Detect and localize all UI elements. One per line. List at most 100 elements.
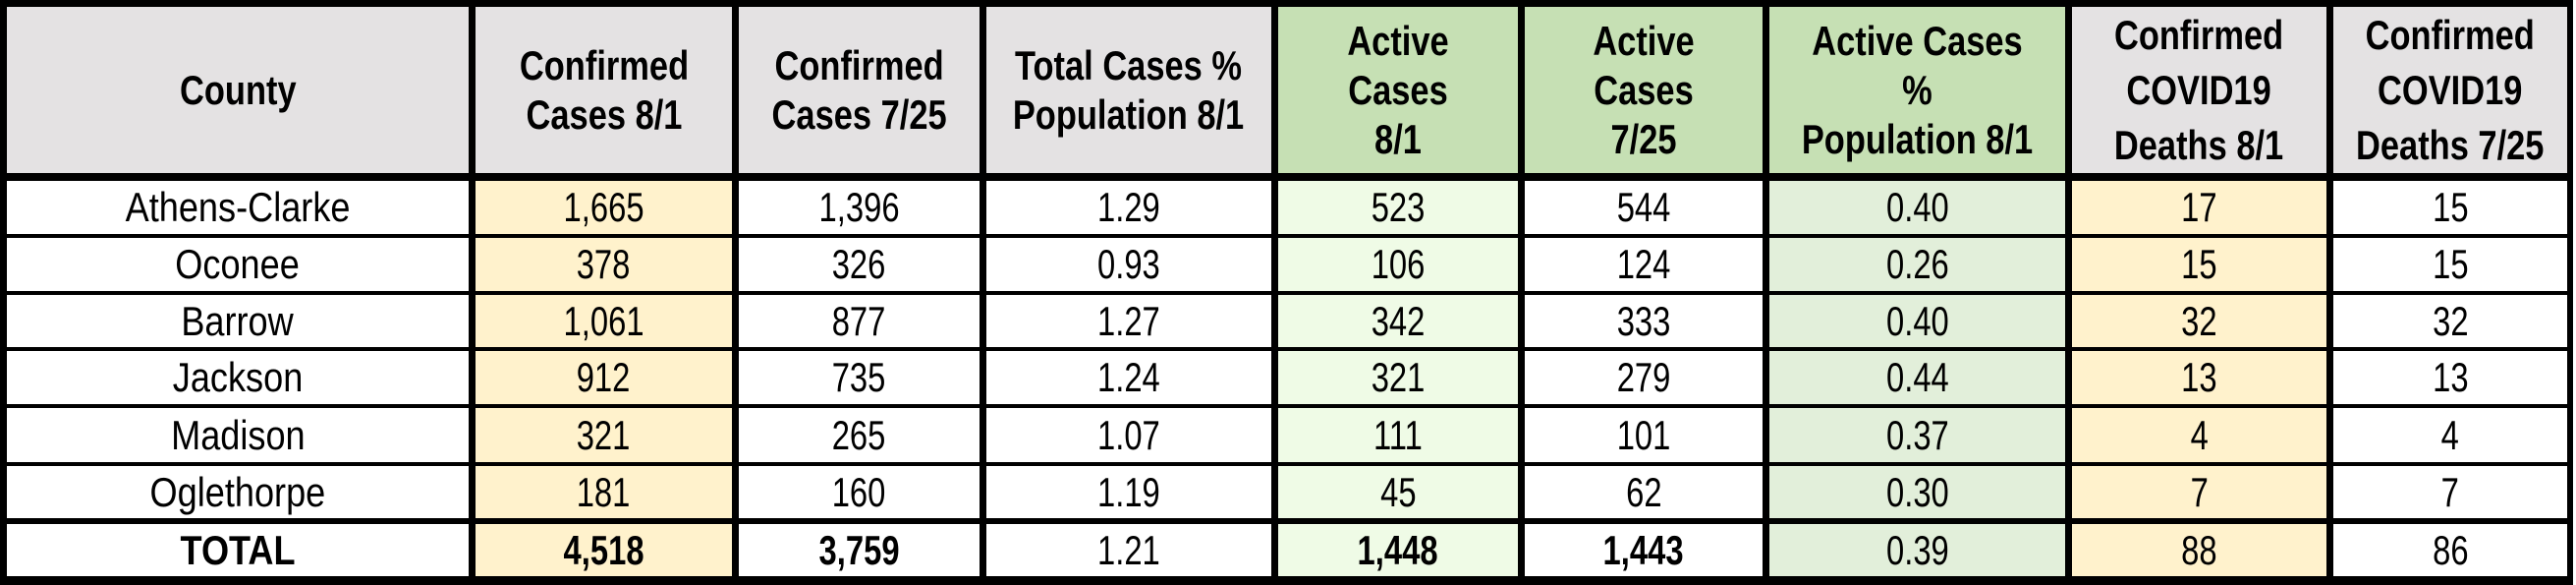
active-pct-cell: 0.40 xyxy=(1769,295,2065,347)
header-active-7-25: Active Cases 7/25 xyxy=(1525,7,1763,173)
confirmed-8-1-cell: 321 xyxy=(476,408,732,462)
value: 912 xyxy=(577,354,631,400)
table-row: Oglethorpe 181 160 1.19 45 62 0.30 7 7 xyxy=(7,466,2567,518)
county-cell: Athens-Clarke xyxy=(7,181,469,234)
value: 13 xyxy=(2181,354,2217,400)
value: 0.40 xyxy=(1885,184,1949,230)
value: 101 xyxy=(1616,411,1671,458)
value: 45 xyxy=(1379,468,1417,515)
deaths-8-1-cell: 15 xyxy=(2072,238,2326,291)
value: 1.19 xyxy=(1097,468,1160,515)
value: 106 xyxy=(1371,241,1426,287)
value: 1,061 xyxy=(563,297,644,344)
confirmed-7-25-cell: 877 xyxy=(739,295,980,347)
value: 1.07 xyxy=(1097,411,1160,458)
total-active-7-25-cell: 1,443 xyxy=(1525,524,1763,576)
total-label: TOTAL xyxy=(180,526,296,573)
active-7-25-cell: 333 xyxy=(1525,295,1763,347)
value: 0.30 xyxy=(1885,468,1949,515)
county-name: Madison xyxy=(170,411,306,458)
header-label: Active Cases % Population 8/1 xyxy=(1801,17,2034,162)
table-row: Barrow 1,061 877 1.27 342 333 0.40 32 32 xyxy=(7,295,2567,347)
value: 124 xyxy=(1616,241,1671,287)
value: 1,396 xyxy=(818,184,900,230)
confirmed-7-25-cell: 265 xyxy=(739,408,980,462)
header-label: Active Cases 8/1 xyxy=(1347,17,1449,162)
active-8-1-cell: 45 xyxy=(1278,466,1518,518)
confirmed-8-1-cell: 181 xyxy=(476,466,732,518)
value: 15 xyxy=(2181,241,2217,287)
header-label: Total Cases % Population 8/1 xyxy=(1013,41,1245,138)
active-pct-cell: 0.26 xyxy=(1769,238,2065,291)
active-8-1-cell: 321 xyxy=(1278,351,1518,404)
confirmed-7-25-cell: 1,396 xyxy=(739,181,980,234)
value: 111 xyxy=(1373,411,1423,458)
active-7-25-cell: 124 xyxy=(1525,238,1763,291)
confirmed-8-1-cell: 378 xyxy=(476,238,732,291)
value: 1,448 xyxy=(1357,526,1438,573)
active-7-25-cell: 279 xyxy=(1525,351,1763,404)
total-deaths-7-25-cell: 86 xyxy=(2333,524,2567,576)
confirmed-7-25-cell: 160 xyxy=(739,466,980,518)
total-total-pct-cell: 1.21 xyxy=(986,524,1271,576)
value: 4 xyxy=(2190,411,2209,458)
county-name: Oconee xyxy=(175,241,301,287)
deaths-7-25-cell: 32 xyxy=(2333,295,2567,347)
value: 279 xyxy=(1616,354,1671,400)
value: 32 xyxy=(2181,297,2217,344)
value: 0.37 xyxy=(1885,411,1949,458)
active-8-1-cell: 106 xyxy=(1278,238,1518,291)
header-label: County xyxy=(179,66,297,113)
active-7-25-cell: 62 xyxy=(1525,466,1763,518)
total-label-cell: TOTAL xyxy=(7,524,469,576)
active-pct-cell: 0.30 xyxy=(1769,466,2065,518)
value: 181 xyxy=(577,468,631,515)
deaths-8-1-cell: 32 xyxy=(2072,295,2326,347)
table-row: Jackson 912 735 1.24 321 279 0.44 13 13 xyxy=(7,351,2567,404)
deaths-7-25-cell: 13 xyxy=(2333,351,2567,404)
value: 1.27 xyxy=(1097,297,1160,344)
total-pct-cell: 0.93 xyxy=(986,238,1271,291)
header-total-pct-population: Total Cases % Population 8/1 xyxy=(986,7,1271,173)
active-pct-cell: 0.40 xyxy=(1769,181,2065,234)
value: 0.93 xyxy=(1097,241,1160,287)
county-name: Oglethorpe xyxy=(149,468,326,515)
header-label: Confirmed Cases 7/25 xyxy=(771,41,947,138)
value: 1.24 xyxy=(1097,354,1160,400)
header-row: County Confirmed Cases 8/1 Confirmed Cas… xyxy=(7,7,2567,173)
value: 333 xyxy=(1616,297,1671,344)
value: 342 xyxy=(1371,297,1426,344)
active-8-1-cell: 523 xyxy=(1278,181,1518,234)
total-confirmed-7-25-cell: 3,759 xyxy=(739,524,980,576)
header-county: County xyxy=(7,7,469,173)
deaths-8-1-cell: 4 xyxy=(2072,408,2326,462)
deaths-7-25-cell: 7 xyxy=(2333,466,2567,518)
value: 326 xyxy=(832,241,886,287)
value: 3,759 xyxy=(818,526,900,573)
confirmed-8-1-cell: 1,665 xyxy=(476,181,732,234)
value: 4,518 xyxy=(563,526,644,573)
table-row: Athens-Clarke 1,665 1,396 1.29 523 544 0… xyxy=(7,181,2567,234)
header-confirmed-8-1: Confirmed Cases 8/1 xyxy=(476,7,732,173)
active-8-1-cell: 111 xyxy=(1278,408,1518,462)
value: 7 xyxy=(2440,468,2460,515)
value: 523 xyxy=(1371,184,1426,230)
active-7-25-cell: 101 xyxy=(1525,408,1763,462)
value: 378 xyxy=(577,241,631,287)
value: 265 xyxy=(832,411,886,458)
deaths-7-25-cell: 4 xyxy=(2333,408,2567,462)
confirmed-7-25-cell: 326 xyxy=(739,238,980,291)
value: 0.44 xyxy=(1885,354,1949,400)
value: 4 xyxy=(2440,411,2460,458)
confirmed-8-1-cell: 912 xyxy=(476,351,732,404)
confirmed-8-1-cell: 1,061 xyxy=(476,295,732,347)
value: 62 xyxy=(1625,468,1662,515)
total-pct-cell: 1.07 xyxy=(986,408,1271,462)
active-pct-cell: 0.44 xyxy=(1769,351,2065,404)
value: 321 xyxy=(1371,354,1426,400)
header-label: Confirmed COVID19 Deaths 8/1 xyxy=(2114,11,2284,168)
county-cell: Barrow xyxy=(7,295,469,347)
deaths-7-25-cell: 15 xyxy=(2333,238,2567,291)
value: 0.39 xyxy=(1885,526,1949,573)
